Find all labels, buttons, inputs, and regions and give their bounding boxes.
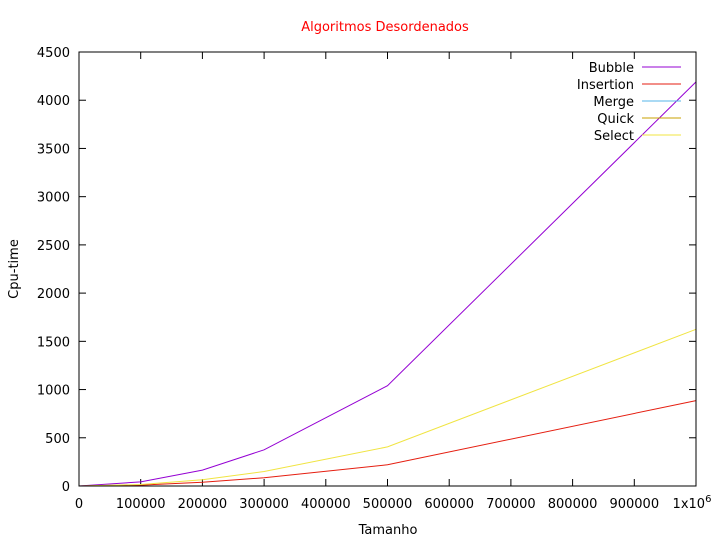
y-tick-label: 500 — [45, 432, 70, 447]
y-axis: 0 500 1000 1500 2000 2500 3000 3500 4000 4500 — [37, 46, 696, 495]
y-tick-label: 4500 — [37, 46, 70, 61]
y-tick-label: 3500 — [37, 142, 70, 157]
legend: Bubble Insertion Merge Quick Select — [577, 61, 681, 144]
x-tick-label: 200000 — [178, 497, 228, 512]
x-tick-label: 500000 — [363, 497, 413, 512]
y-axis-label: Cpu-time — [7, 239, 22, 299]
y-tick-label: 2500 — [37, 239, 70, 254]
series-line-bubble — [78, 81, 697, 487]
y-tick-label: 2000 — [37, 287, 70, 302]
x-tick-label: 300000 — [239, 497, 289, 512]
x-axis-label: Tamanho — [358, 523, 418, 538]
x-tick-label: 400000 — [301, 497, 351, 512]
legend-label: Insertion — [577, 78, 634, 93]
x-tick-label: 600000 — [424, 497, 474, 512]
x-tick-label: 0 — [75, 497, 83, 512]
x-tick-exponent: 6 — [705, 494, 711, 505]
y-tick-label: 4000 — [37, 94, 70, 109]
y-tick-label: 1500 — [37, 335, 70, 350]
x-tick-label: 1x106 — [673, 494, 712, 512]
y-tick-label: 0 — [62, 480, 70, 495]
series-line-insertion — [78, 400, 697, 487]
legend-label: Select — [594, 129, 634, 144]
chart-title: Algoritmos Desordenados — [301, 20, 469, 35]
x-tick-label: 800000 — [548, 497, 598, 512]
legend-label: Bubble — [589, 61, 634, 76]
legend-label: Merge — [593, 95, 634, 110]
legend-label: Quick — [597, 112, 634, 127]
plot-border — [78, 51, 697, 487]
series-line-select — [78, 328, 697, 487]
x-tick-label: 100000 — [116, 497, 166, 512]
x-axis: 0 100000 200000 300000 400000 500000 600000 700… — [75, 52, 712, 512]
x-tick-label: 700000 — [486, 497, 536, 512]
x-tick-label: 900000 — [609, 497, 659, 512]
y-tick-label: 3000 — [37, 191, 70, 206]
y-tick-label: 1000 — [37, 384, 70, 399]
